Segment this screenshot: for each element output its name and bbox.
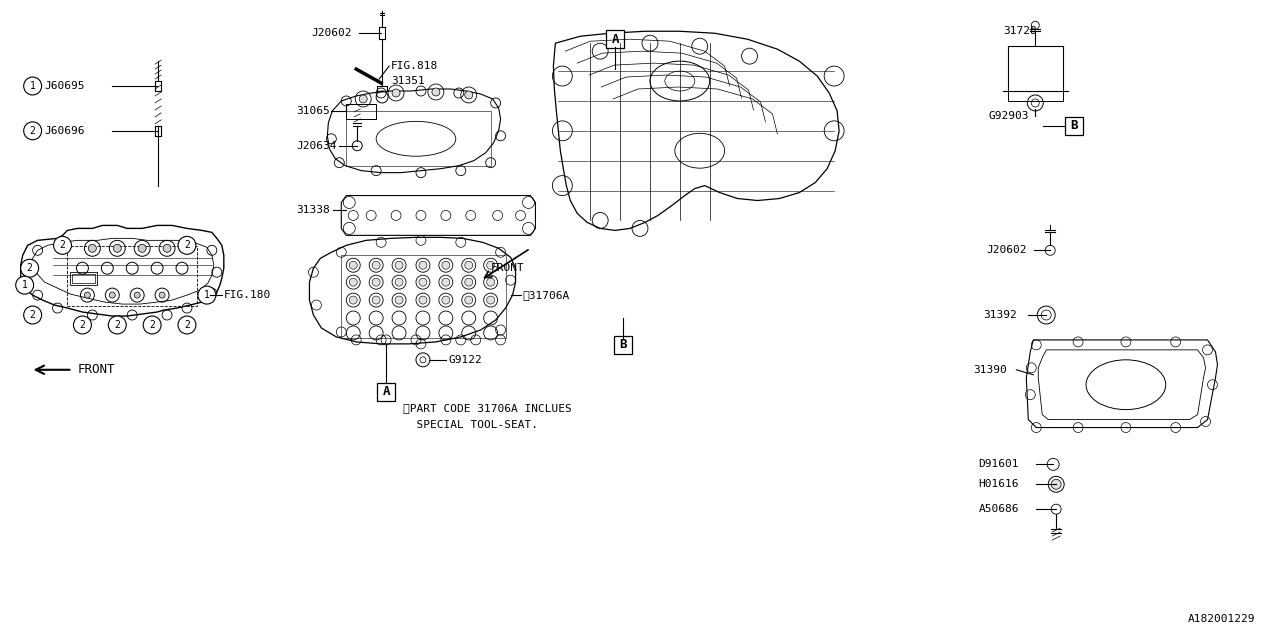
Text: 31351: 31351 xyxy=(392,76,425,86)
Text: 2: 2 xyxy=(79,320,86,330)
Circle shape xyxy=(109,292,115,298)
Text: J20602: J20602 xyxy=(987,245,1027,255)
Circle shape xyxy=(134,292,141,298)
Circle shape xyxy=(54,236,72,254)
Circle shape xyxy=(198,286,216,304)
Text: 2: 2 xyxy=(29,310,36,320)
Circle shape xyxy=(372,261,380,269)
Text: G92903: G92903 xyxy=(988,111,1029,121)
Text: 31065: 31065 xyxy=(297,106,330,116)
Circle shape xyxy=(178,316,196,334)
Circle shape xyxy=(419,261,428,269)
Circle shape xyxy=(486,296,494,304)
Text: J60696: J60696 xyxy=(45,126,84,136)
Circle shape xyxy=(372,278,380,286)
Text: 2: 2 xyxy=(150,320,155,330)
Text: J20602: J20602 xyxy=(311,28,352,38)
Text: 1: 1 xyxy=(22,280,28,290)
Bar xyxy=(68,246,197,306)
Text: 2: 2 xyxy=(27,263,32,273)
Bar xyxy=(378,383,396,401)
Text: 31728: 31728 xyxy=(1004,26,1037,36)
Circle shape xyxy=(15,276,33,294)
Text: 2: 2 xyxy=(29,126,36,136)
Circle shape xyxy=(163,244,172,252)
Circle shape xyxy=(465,296,472,304)
Circle shape xyxy=(465,261,472,269)
Circle shape xyxy=(396,261,403,269)
Circle shape xyxy=(419,296,428,304)
Circle shape xyxy=(360,95,367,103)
Circle shape xyxy=(396,296,403,304)
Circle shape xyxy=(372,296,380,304)
Circle shape xyxy=(442,278,449,286)
Circle shape xyxy=(486,278,494,286)
Circle shape xyxy=(24,306,42,324)
Text: H01616: H01616 xyxy=(978,479,1019,490)
Bar xyxy=(614,336,632,354)
Text: FRONT: FRONT xyxy=(490,263,525,273)
Text: J20634: J20634 xyxy=(297,141,337,151)
Text: 2: 2 xyxy=(114,320,120,330)
Circle shape xyxy=(159,292,165,298)
Circle shape xyxy=(88,244,96,252)
Circle shape xyxy=(349,278,357,286)
Text: J60695: J60695 xyxy=(45,81,84,91)
Circle shape xyxy=(138,244,146,252)
Text: G9122: G9122 xyxy=(449,355,483,365)
Circle shape xyxy=(73,316,91,334)
Text: 31338: 31338 xyxy=(297,205,330,216)
Text: FIG.818: FIG.818 xyxy=(392,61,438,71)
Circle shape xyxy=(114,244,122,252)
Text: 1: 1 xyxy=(29,81,36,91)
Text: 2: 2 xyxy=(60,241,65,250)
Text: 31390: 31390 xyxy=(974,365,1007,375)
Circle shape xyxy=(178,236,196,254)
Text: A182001229: A182001229 xyxy=(1188,614,1256,624)
Text: 2: 2 xyxy=(184,320,189,330)
Text: A50686: A50686 xyxy=(978,504,1019,514)
Text: 1: 1 xyxy=(204,290,210,300)
Text: 2: 2 xyxy=(184,241,189,250)
Text: A: A xyxy=(612,33,618,45)
Circle shape xyxy=(486,261,494,269)
Text: A: A xyxy=(383,385,390,398)
Circle shape xyxy=(1051,479,1061,489)
Circle shape xyxy=(442,261,449,269)
Circle shape xyxy=(24,122,42,140)
Circle shape xyxy=(109,316,127,334)
Circle shape xyxy=(24,77,42,95)
Bar xyxy=(607,30,625,48)
Circle shape xyxy=(465,278,472,286)
Circle shape xyxy=(442,296,449,304)
Text: B: B xyxy=(1070,119,1078,132)
Circle shape xyxy=(20,259,38,277)
Text: SPECIAL TOOL-SEAT.: SPECIAL TOOL-SEAT. xyxy=(403,420,538,429)
Circle shape xyxy=(349,296,357,304)
Text: ※PART CODE 31706A INCLUES: ※PART CODE 31706A INCLUES xyxy=(403,403,572,413)
Circle shape xyxy=(84,292,91,298)
Text: D91601: D91601 xyxy=(978,460,1019,469)
Text: ※31706A: ※31706A xyxy=(522,290,570,300)
Bar xyxy=(1065,117,1083,135)
Circle shape xyxy=(431,88,440,96)
Text: FRONT: FRONT xyxy=(78,364,115,376)
Text: FIG.180: FIG.180 xyxy=(224,290,271,300)
Text: B: B xyxy=(620,339,627,351)
Text: 31392: 31392 xyxy=(983,310,1018,320)
Circle shape xyxy=(419,278,428,286)
Circle shape xyxy=(465,91,472,99)
Circle shape xyxy=(392,89,401,97)
Circle shape xyxy=(349,261,357,269)
Circle shape xyxy=(143,316,161,334)
Circle shape xyxy=(396,278,403,286)
